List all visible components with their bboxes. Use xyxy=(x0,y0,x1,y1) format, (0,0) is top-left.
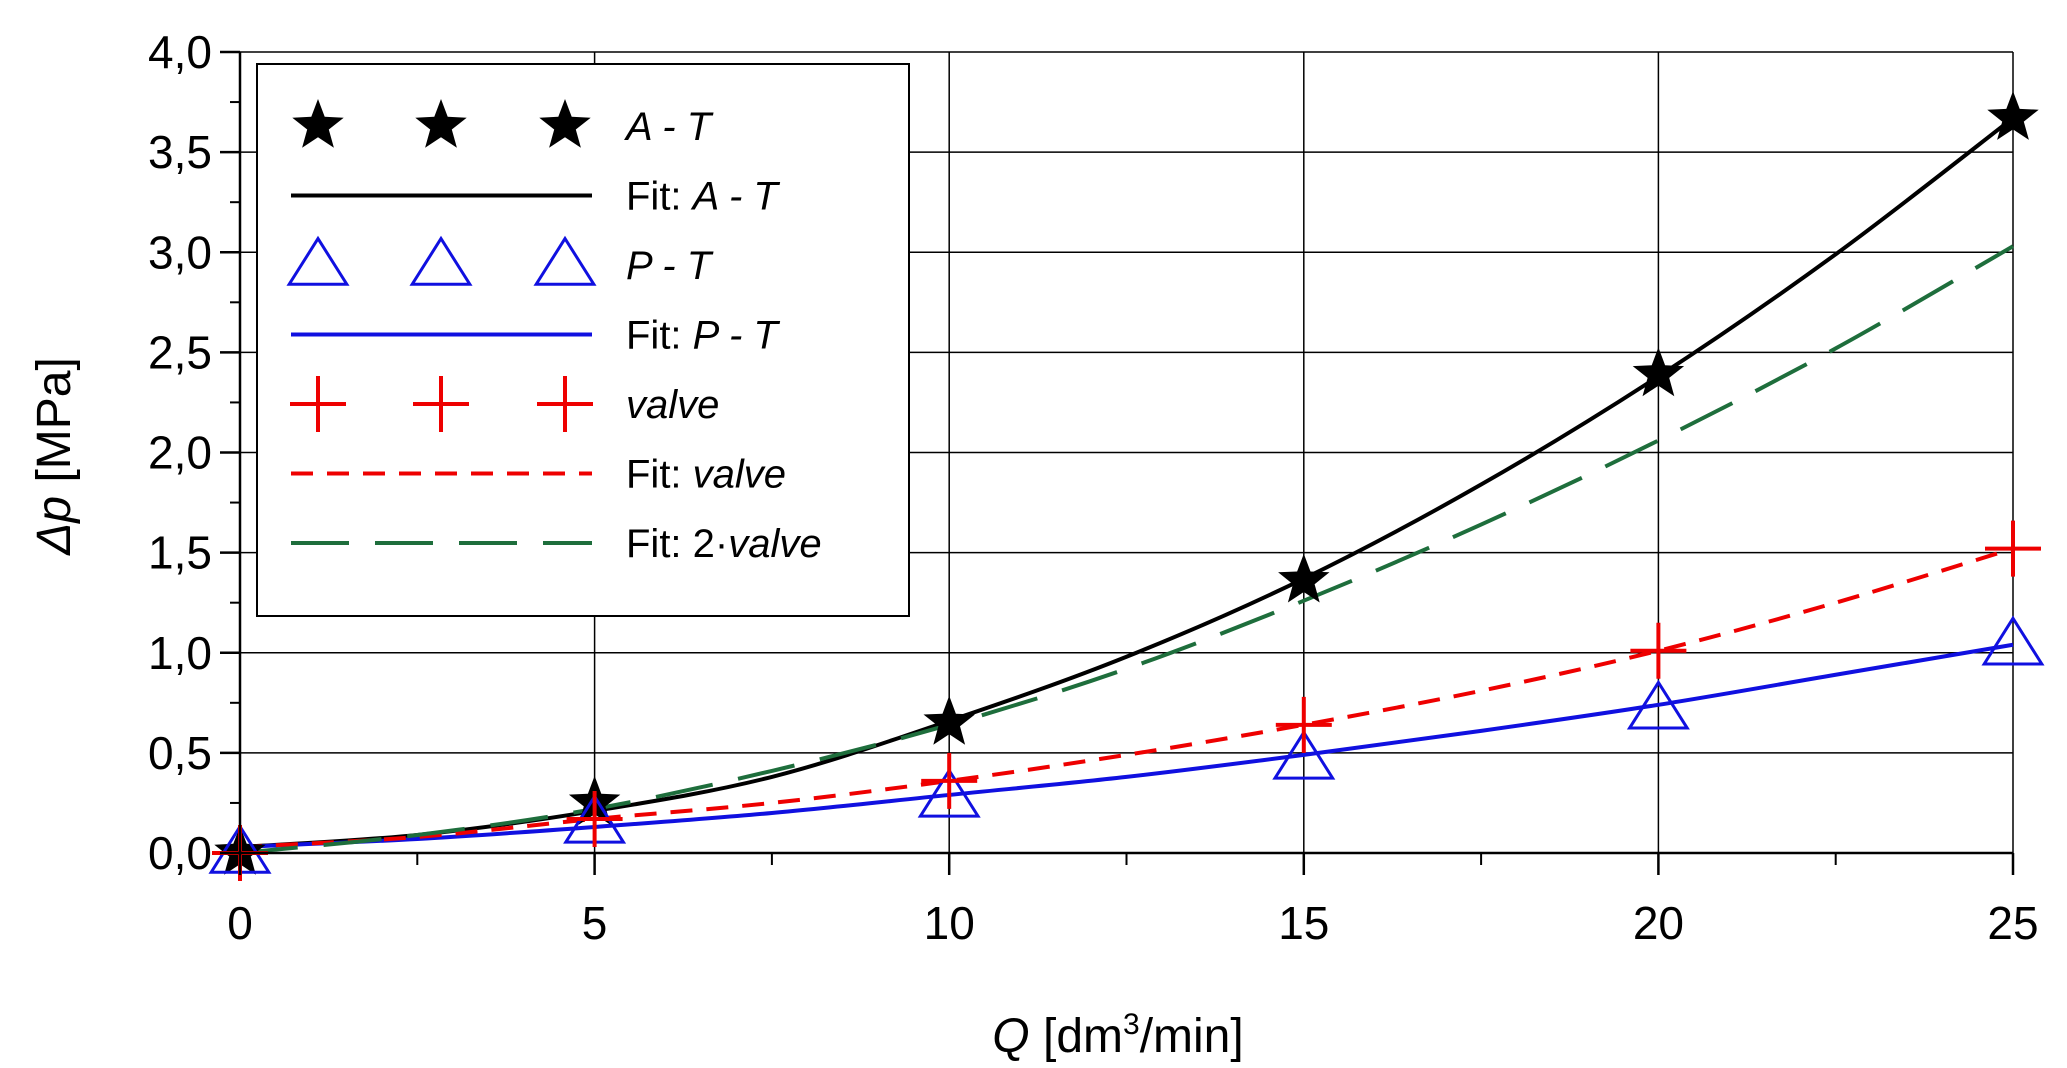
legend-box xyxy=(256,63,910,617)
y-tick-label: 4,0 xyxy=(148,26,212,78)
data-point-valve xyxy=(566,790,623,847)
legend: A - T Fit: A - T P - T Fit: P - T valve Fit: … xyxy=(256,63,910,617)
data-point-p-t xyxy=(917,767,981,818)
data-point-p-t xyxy=(1626,679,1690,730)
legend-marker xyxy=(533,235,597,286)
data-point-a-t xyxy=(1987,91,2039,140)
x-tick-label: 15 xyxy=(1278,897,1329,949)
data-point-valve xyxy=(1985,520,2041,577)
legend-marker xyxy=(286,235,350,286)
y-tick-label: 0,5 xyxy=(148,727,212,779)
data-point-valve xyxy=(1275,696,1332,753)
legend-label: Fit: valve xyxy=(626,453,786,497)
legend-marker xyxy=(292,99,344,148)
legend-entry: Fit: 2·valve xyxy=(291,522,822,566)
legend-entry: Fit: valve xyxy=(291,453,786,497)
legend-label: valve xyxy=(626,383,719,427)
y-tick-label: 3,0 xyxy=(148,226,212,278)
legend-label: Fit: 2·valve xyxy=(626,522,822,566)
y-tick-label: 1,5 xyxy=(148,527,212,579)
series-line-fit-2-valve xyxy=(239,244,2014,855)
y-tick-label: 3,5 xyxy=(148,126,212,178)
x-tick-label: 0 xyxy=(227,897,253,949)
legend-label: P - T xyxy=(626,244,714,288)
legend-label: Fit: A - T xyxy=(626,175,780,219)
x-tick-label: 25 xyxy=(1987,897,2038,949)
legend-marker xyxy=(539,99,591,148)
legend-entry: Fit: P - T xyxy=(291,314,780,358)
y-tick-label: 2,0 xyxy=(148,427,212,479)
legend-label: Fit: P - T xyxy=(626,314,780,358)
legend-marker xyxy=(413,376,469,432)
legend-label: A - T xyxy=(624,105,714,149)
y-tick-label: 0,0 xyxy=(148,827,212,879)
data-point-p-t xyxy=(1272,729,1336,780)
y-tick-label: 2,5 xyxy=(148,326,212,378)
series-line-fit-a-t xyxy=(239,116,2015,849)
data-point-a-t xyxy=(923,695,975,745)
x-tick-label: 5 xyxy=(582,897,608,949)
legend-marker xyxy=(290,376,346,432)
series-layer xyxy=(208,91,2045,881)
legend-marker xyxy=(537,376,593,432)
data-point-a-t xyxy=(1278,553,1330,603)
legend-entry: valve xyxy=(290,376,719,432)
x-axis-label: Q [dm3/min] xyxy=(992,1008,1243,1063)
data-point-a-t xyxy=(1632,347,1685,397)
data-point-valve xyxy=(921,752,978,809)
legend-marker xyxy=(409,235,473,286)
legend-entry: P - T xyxy=(286,235,714,288)
series-line-fit-p-t xyxy=(239,642,2014,849)
legend-entry: A - T xyxy=(292,99,714,149)
x-tick-label: 20 xyxy=(1633,897,1684,949)
axis-ticks: 0,0 0,5 1,0 1,5 2,0 2,5 3,0 3,5 4,0 0 5 10 15 20 25 xyxy=(148,26,2039,949)
series-line-fit-valve xyxy=(239,546,2014,849)
x-tick-label: 10 xyxy=(924,897,975,949)
legend-entry: Fit: A - T xyxy=(291,175,780,219)
legend-marker xyxy=(415,99,467,148)
y-tick-label: 1,0 xyxy=(148,627,212,679)
data-point-valve xyxy=(1630,622,1687,679)
y-axis-label: Δp [MPa] xyxy=(28,357,81,556)
data-point-p-t xyxy=(1981,615,2045,666)
